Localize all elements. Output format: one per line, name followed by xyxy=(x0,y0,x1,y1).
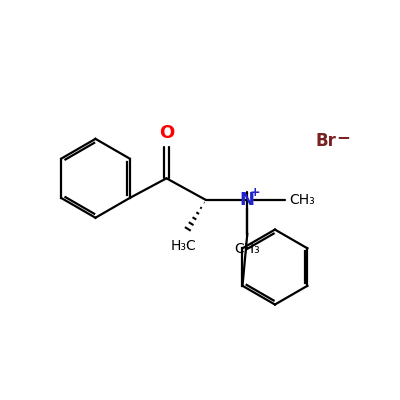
Text: Br: Br xyxy=(316,132,337,150)
Text: H₃C: H₃C xyxy=(170,239,196,253)
Text: N: N xyxy=(240,191,255,209)
Text: +: + xyxy=(250,186,260,199)
Text: CH₃: CH₃ xyxy=(289,193,314,207)
Text: −: − xyxy=(336,128,350,146)
Text: O: O xyxy=(159,124,174,142)
Text: CH₃: CH₃ xyxy=(234,242,260,256)
